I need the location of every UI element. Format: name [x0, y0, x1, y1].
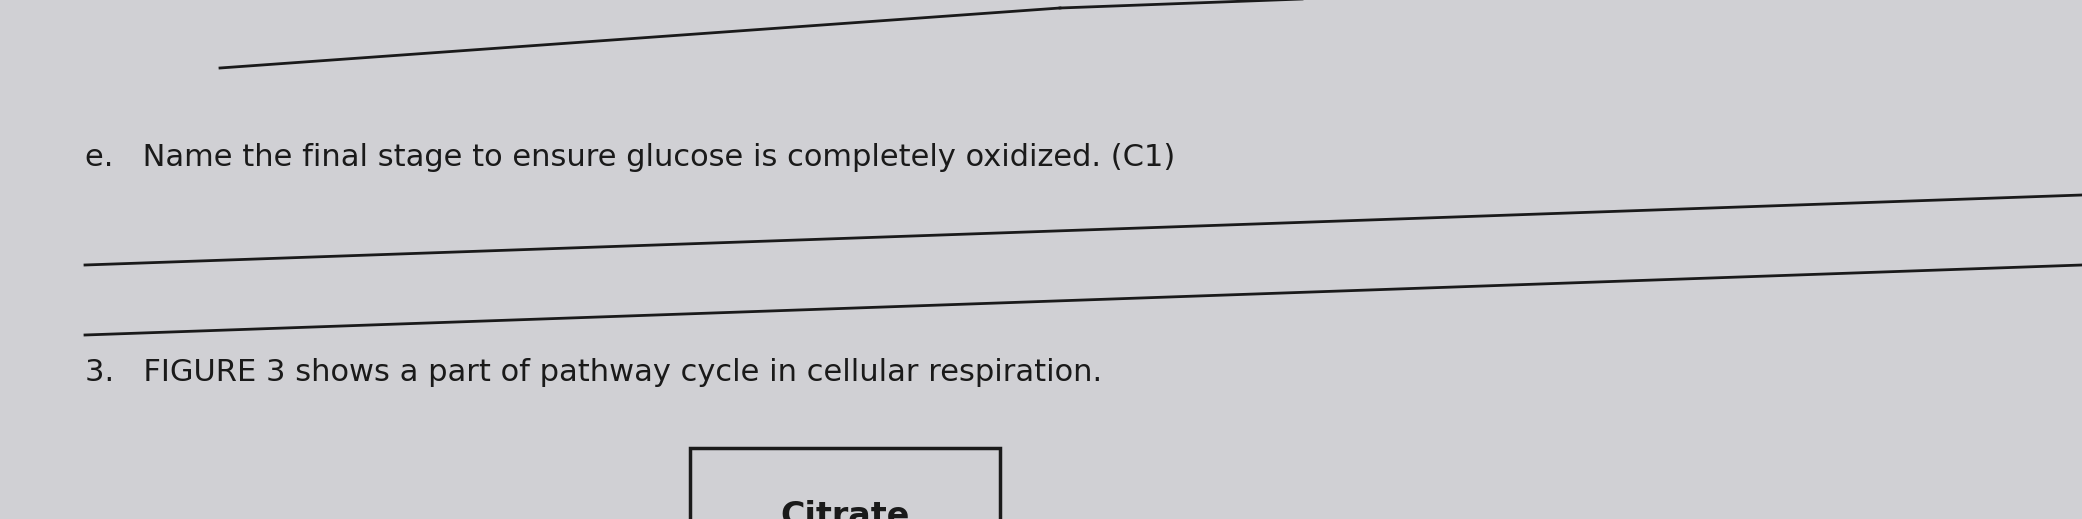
- Bar: [689, 448, 999, 519]
- Text: 3.   FIGURE 3 shows a part of pathway cycle in cellular respiration.: 3. FIGURE 3 shows a part of pathway cycl…: [85, 358, 1101, 387]
- Text: e.   Name the final stage to ensure glucose is completely oxidized. (C1): e. Name the final stage to ensure glucos…: [85, 143, 1174, 172]
- Text: Citrate: Citrate: [781, 499, 910, 519]
